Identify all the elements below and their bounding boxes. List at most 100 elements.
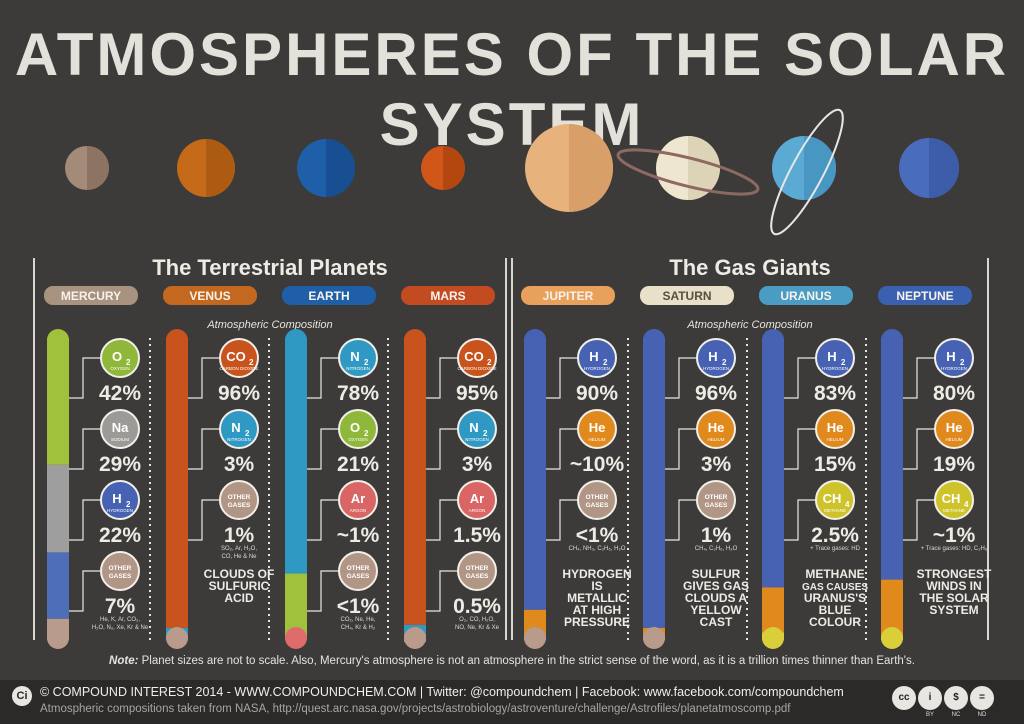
gas-percent: 90%	[576, 382, 618, 405]
composition-label: Atmospheric Composition	[686, 319, 812, 331]
gas-subscript: 2	[126, 500, 131, 509]
gas-percent: 0.5%	[453, 595, 501, 618]
gas-symbol: N	[469, 420, 478, 435]
planet-label-pill	[878, 286, 972, 305]
gas-badge	[100, 409, 140, 449]
trace-gases: SO₂, Ar, H₂O, CO, He & Ne	[221, 546, 257, 560]
license-badge-1: i	[918, 686, 942, 710]
svg-text:He, K, Ar, CO₂,: He, K, Ar, CO₂,	[100, 617, 140, 623]
gas-symbol: He	[589, 420, 606, 435]
gas-percent: ~1%	[933, 524, 976, 547]
gas-percent: ~1%	[337, 524, 380, 547]
gas-name: GASES	[228, 502, 251, 509]
gas-badge	[457, 551, 497, 591]
planet-venus	[177, 139, 235, 197]
gas-name: GASES	[109, 573, 132, 580]
bar-segment	[762, 587, 784, 633]
gas-badge	[815, 409, 855, 449]
terrestrial-section: The Terrestrial Planets Atmospheric Compo…	[33, 255, 507, 640]
svg-text:METHANE: METHANE	[805, 567, 864, 581]
svg-text:HYDROGEN: HYDROGEN	[562, 567, 631, 581]
svg-text:NO, Ne, Kr & Xe: NO, Ne, Kr & Xe	[455, 625, 500, 631]
planet-earth	[297, 139, 355, 197]
gas-percent: <1%	[337, 595, 380, 618]
gas-subscript: 2	[603, 358, 608, 367]
svg-text:CH₄, Kr & H₂: CH₄, Kr & H₂	[341, 625, 376, 631]
gas-badge	[457, 480, 497, 520]
gas-percent: 96%	[695, 382, 737, 405]
gas-name: HYDROGEN	[941, 366, 967, 371]
gas-symbol: Ar	[470, 491, 484, 506]
gas-percent: 42%	[99, 382, 141, 405]
terrestrial-section-title: The Terrestrial Planets	[152, 255, 388, 280]
gas-name: GASES	[705, 502, 728, 509]
trace-gases: CO₂, Ne, He, CH₄, Kr & H₂	[340, 617, 375, 631]
composition-label: Atmospheric Composition	[206, 319, 332, 331]
planet-label: JUPITER	[543, 289, 594, 303]
svg-text:METALLIC: METALLIC	[567, 591, 627, 605]
bar-segment	[47, 464, 69, 553]
svg-text:THE SOLAR: THE SOLAR	[919, 591, 989, 605]
gas-percent: 21%	[337, 453, 379, 476]
bar-segment	[47, 552, 69, 619]
footnote-label: Note:	[109, 655, 139, 667]
svg-text:CLOUDS A: CLOUDS A	[685, 591, 748, 605]
gas-name: NITROGEN	[346, 366, 370, 371]
gas-percent: 95%	[456, 382, 498, 405]
planet-label-pill	[640, 286, 734, 305]
gas-badge	[457, 409, 497, 449]
gas-name: ARGON	[469, 508, 486, 513]
gas-name: CARBON DIOXIDE	[219, 366, 258, 371]
gas-giants-section-title: The Gas Giants	[669, 255, 830, 280]
svg-text:URANUS'S: URANUS'S	[804, 591, 866, 605]
gas-name: NITROGEN	[465, 437, 489, 442]
gas-name: HYDROGEN	[703, 366, 729, 371]
footer-source: Atmospheric compositions taken from NASA…	[40, 703, 791, 715]
gas-percent: <1%	[576, 524, 619, 547]
gas-symbol: O	[112, 349, 122, 364]
planet-label-pill	[521, 286, 615, 305]
gas-badge	[696, 409, 736, 449]
trace-gases: CH₄, NH₃, C₂H₆, H₂O	[569, 546, 626, 552]
planet-mercury	[65, 146, 109, 190]
gas-percent: 1%	[701, 524, 732, 547]
planet-label: MERCURY	[61, 289, 121, 303]
gas-badge	[219, 480, 259, 520]
gas-subscript: 2	[487, 358, 492, 367]
gas-symbol: He	[827, 420, 844, 435]
gas-badge	[219, 409, 259, 449]
gas-name: METHANE	[824, 508, 846, 513]
gas-name: METHANE	[943, 508, 965, 513]
svg-text:SULFUR: SULFUR	[692, 567, 741, 581]
gas-badge	[100, 551, 140, 591]
gas-name: SODIUM	[111, 437, 129, 442]
gas-name: OXYGEN	[348, 437, 367, 442]
svg-text:GIVES GAS: GIVES GAS	[683, 579, 749, 593]
gas-percent: 1%	[224, 524, 255, 547]
svg-text:WINDS IN: WINDS IN	[926, 579, 981, 593]
gas-badge	[696, 338, 736, 378]
gas-name: GASES	[586, 502, 609, 509]
svg-text:GAS CAUSES: GAS CAUSES	[802, 582, 868, 593]
gas-percent: ~10%	[570, 453, 625, 476]
gas-badge	[338, 409, 378, 449]
gas-badge	[577, 480, 617, 520]
composition-bar	[524, 329, 546, 649]
svg-text:YELLOW: YELLOW	[690, 603, 742, 617]
svg-text:H₂O, N₂, Xe, Kr & Ne: H₂O, N₂, Xe, Kr & Ne	[92, 625, 149, 631]
svg-text:+ Trace gases: HD, C₂H₆: + Trace gases: HD, C₂H₆	[921, 546, 988, 552]
gas-name: HELIUM	[588, 437, 605, 442]
gas-badge	[338, 338, 378, 378]
gas-symbol: H	[112, 491, 121, 506]
license-badge-label: BY	[925, 712, 934, 718]
